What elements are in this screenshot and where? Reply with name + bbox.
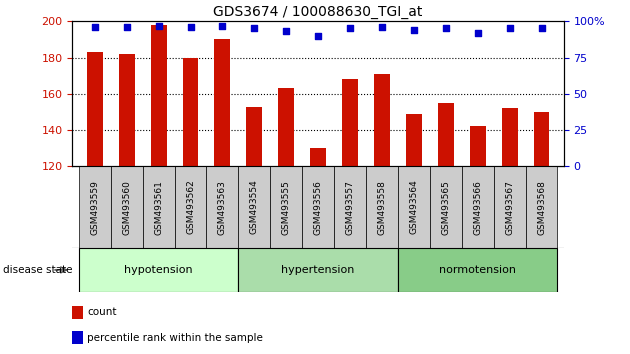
- Text: GSM493556: GSM493556: [314, 179, 323, 235]
- Bar: [310, 148, 326, 166]
- Bar: [438, 103, 454, 166]
- Text: hypotension: hypotension: [124, 265, 193, 275]
- Text: count: count: [87, 308, 117, 318]
- Text: normotension: normotension: [439, 265, 516, 275]
- Text: GSM493566: GSM493566: [473, 179, 482, 235]
- Text: GSM493558: GSM493558: [377, 179, 386, 235]
- Text: GSM493559: GSM493559: [90, 179, 100, 235]
- Bar: [207, 166, 238, 248]
- Bar: [151, 25, 166, 166]
- Bar: [462, 166, 494, 248]
- Text: GSM493565: GSM493565: [441, 179, 450, 235]
- Bar: [142, 166, 175, 248]
- Bar: [366, 166, 398, 248]
- Bar: [398, 248, 558, 292]
- Point: [89, 24, 100, 30]
- Text: hypertension: hypertension: [282, 265, 355, 275]
- Bar: [111, 166, 142, 248]
- Point: [472, 30, 483, 36]
- Bar: [398, 166, 430, 248]
- Bar: [470, 126, 486, 166]
- Bar: [430, 166, 462, 248]
- Point: [313, 33, 323, 39]
- Point: [505, 26, 515, 32]
- Bar: [72, 331, 83, 344]
- Point: [409, 27, 419, 33]
- Bar: [175, 166, 207, 248]
- Text: disease state: disease state: [3, 265, 72, 275]
- Point: [441, 26, 451, 32]
- Point: [154, 23, 164, 28]
- Bar: [183, 57, 198, 166]
- Text: GSM493560: GSM493560: [122, 179, 131, 235]
- Text: GSM493563: GSM493563: [218, 179, 227, 235]
- Bar: [534, 112, 549, 166]
- Point: [249, 26, 260, 32]
- Point: [345, 26, 355, 32]
- Title: GDS3674 / 100088630_TGI_at: GDS3674 / 100088630_TGI_at: [214, 5, 423, 19]
- Bar: [278, 88, 294, 166]
- Bar: [214, 39, 231, 166]
- Text: GSM493555: GSM493555: [282, 179, 290, 235]
- Bar: [72, 306, 83, 319]
- Text: GSM493568: GSM493568: [537, 179, 546, 235]
- Point: [377, 24, 387, 30]
- Bar: [406, 114, 422, 166]
- Bar: [302, 166, 334, 248]
- Bar: [270, 166, 302, 248]
- Text: GSM493557: GSM493557: [346, 179, 355, 235]
- Bar: [334, 166, 366, 248]
- Bar: [87, 52, 103, 166]
- Bar: [118, 54, 135, 166]
- Bar: [501, 108, 518, 166]
- Bar: [342, 79, 358, 166]
- Bar: [238, 166, 270, 248]
- Point: [185, 24, 195, 30]
- Text: GSM493562: GSM493562: [186, 180, 195, 234]
- Text: GSM493561: GSM493561: [154, 179, 163, 235]
- Text: GSM493554: GSM493554: [250, 180, 259, 234]
- Bar: [525, 166, 558, 248]
- Bar: [374, 74, 390, 166]
- Point: [217, 23, 227, 28]
- Point: [537, 26, 547, 32]
- Text: GSM493567: GSM493567: [505, 179, 514, 235]
- Point: [281, 29, 291, 34]
- Bar: [79, 248, 238, 292]
- Bar: [494, 166, 525, 248]
- Text: percentile rank within the sample: percentile rank within the sample: [87, 333, 263, 343]
- Bar: [246, 107, 262, 166]
- Bar: [79, 166, 111, 248]
- Bar: [238, 248, 398, 292]
- Text: GSM493564: GSM493564: [410, 180, 418, 234]
- Point: [122, 24, 132, 30]
